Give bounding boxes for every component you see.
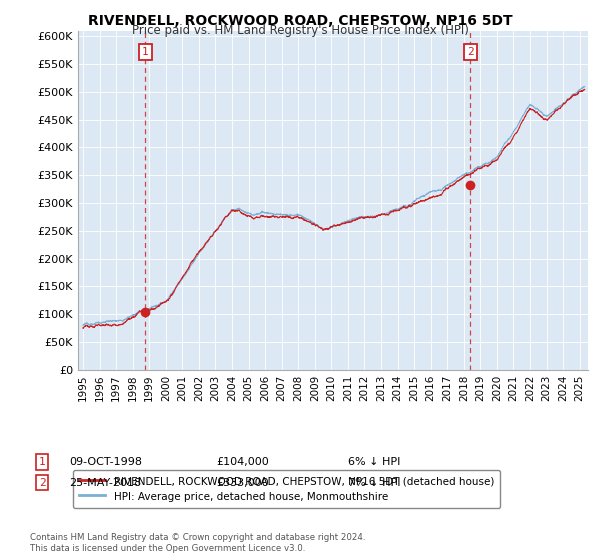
Text: 09-OCT-1998: 09-OCT-1998 (69, 457, 142, 467)
Text: 2: 2 (38, 478, 46, 488)
Text: 7% ↓ HPI: 7% ↓ HPI (348, 478, 401, 488)
Text: £333,000: £333,000 (216, 478, 269, 488)
Text: £104,000: £104,000 (216, 457, 269, 467)
Text: RIVENDELL, ROCKWOOD ROAD, CHEPSTOW, NP16 5DT: RIVENDELL, ROCKWOOD ROAD, CHEPSTOW, NP16… (88, 14, 512, 28)
Text: Contains HM Land Registry data © Crown copyright and database right 2024.
This d: Contains HM Land Registry data © Crown c… (30, 533, 365, 553)
Text: 6% ↓ HPI: 6% ↓ HPI (348, 457, 400, 467)
Legend: RIVENDELL, ROCKWOOD ROAD, CHEPSTOW, NP16 5DT (detached house), HPI: Average pric: RIVENDELL, ROCKWOOD ROAD, CHEPSTOW, NP16… (73, 470, 500, 508)
Text: 1: 1 (142, 47, 149, 57)
Text: 1: 1 (38, 457, 46, 467)
Text: 2: 2 (467, 47, 473, 57)
Text: Price paid vs. HM Land Registry's House Price Index (HPI): Price paid vs. HM Land Registry's House … (131, 24, 469, 37)
Text: 25-MAY-2018: 25-MAY-2018 (69, 478, 141, 488)
